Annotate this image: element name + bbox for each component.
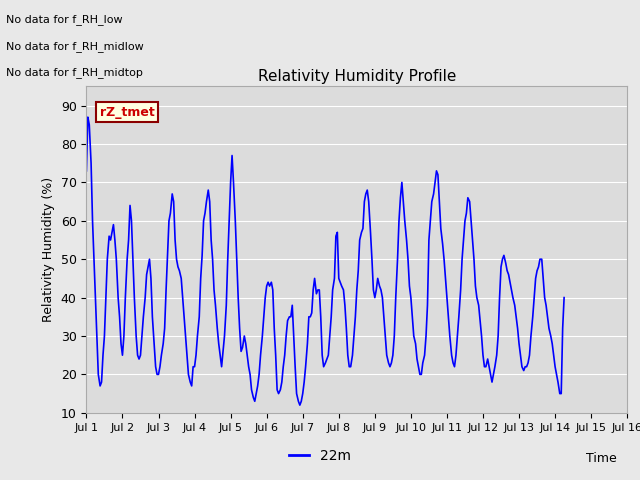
Title: Relativity Humidity Profile: Relativity Humidity Profile — [258, 69, 456, 84]
Text: No data for f_RH_midtop: No data for f_RH_midtop — [6, 67, 143, 78]
Text: No data for f_RH_midlow: No data for f_RH_midlow — [6, 41, 144, 52]
Y-axis label: Relativity Humidity (%): Relativity Humidity (%) — [42, 177, 55, 322]
Text: rZ_tmet: rZ_tmet — [100, 106, 155, 119]
X-axis label: Time: Time — [586, 452, 616, 465]
Text: No data for f_RH_low: No data for f_RH_low — [6, 14, 123, 25]
Legend: 22m: 22m — [283, 443, 357, 468]
